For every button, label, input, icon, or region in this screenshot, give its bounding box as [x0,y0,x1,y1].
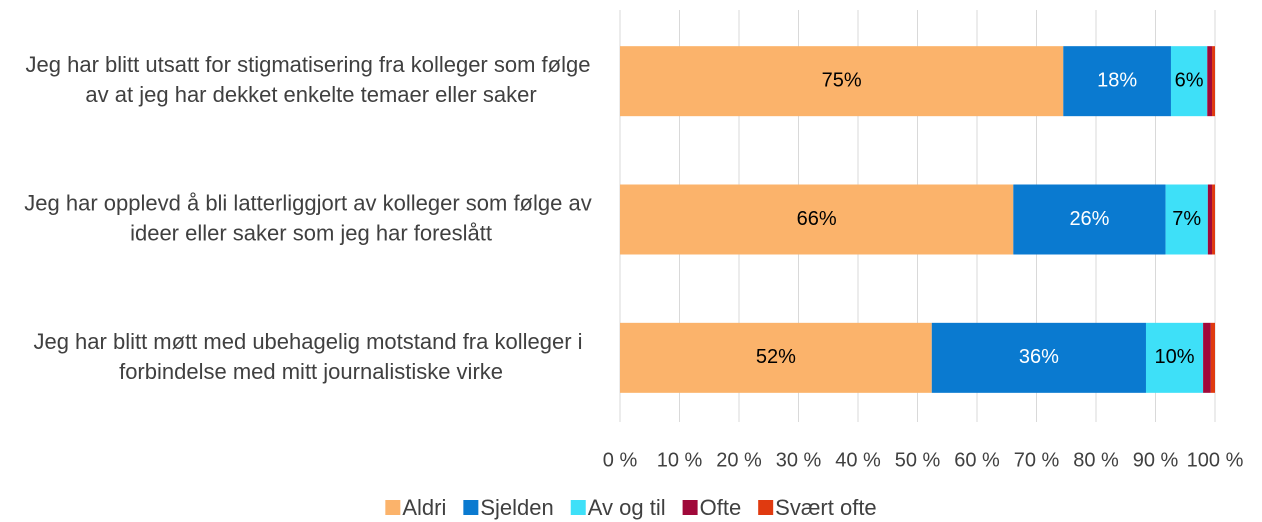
data-label: 75% [822,69,862,91]
legend-label: Ofte [700,495,742,520]
legend-label: Av og til [588,495,666,520]
data-label: 36% [1019,346,1059,368]
data-label: 52% [756,346,796,368]
data-label: 26% [1069,208,1109,230]
bar-segment [1207,46,1213,117]
x-tick-label: 80 % [1073,449,1119,471]
bar-segment [1203,322,1211,393]
legend-swatch [463,500,479,515]
bar-segment [1212,184,1215,255]
legend-swatch [682,500,698,515]
x-tick-label: 10 % [657,449,703,471]
bar-segment [1145,322,1204,393]
legend-label: Sjelden [480,495,553,520]
bar-segment [620,46,1064,117]
bar-segment [1013,184,1166,255]
data-label: 10% [1155,346,1195,368]
category-label: Jeg har opplevd å bli latterliggjort av … [24,190,591,245]
x-tick-label: 40 % [835,449,881,471]
x-tick-label: 50 % [895,449,941,471]
x-tick-label: 20 % [716,449,762,471]
bar-segment [1170,46,1208,117]
category-label: Jeg har blitt utsatt for stigmatisering … [26,52,591,107]
legend-swatch [758,500,774,515]
bar-segment [620,322,932,393]
bar-segment [1210,322,1215,393]
bar-segment [1207,184,1213,255]
x-tick-label: 60 % [954,449,1000,471]
data-label: 6% [1175,69,1204,91]
x-tick-label: 100 % [1187,449,1244,471]
legend: Aldri Sjelden Av og til Ofte Svært ofte [385,495,877,520]
bar-segment [1063,46,1171,117]
x-tick-label: 70 % [1014,449,1060,471]
data-label: 7% [1172,208,1201,230]
x-tick-label: 30 % [776,449,822,471]
bar-segment [1165,184,1208,255]
legend-label: Svært ofte [775,495,876,520]
x-tick-label: 90 % [1133,449,1179,471]
data-label: 18% [1097,69,1137,91]
category-label: Jeg har blitt møtt med ubehagelig motsta… [33,329,582,384]
data-label: 66% [797,208,837,230]
x-tick-label: 0 % [603,449,638,471]
bar-segment [931,322,1146,393]
legend-swatch [570,500,586,515]
bar-segment [620,184,1014,255]
legend-swatch [385,500,401,515]
bar-segment [1212,46,1215,117]
legend-label: Aldri [402,495,446,520]
